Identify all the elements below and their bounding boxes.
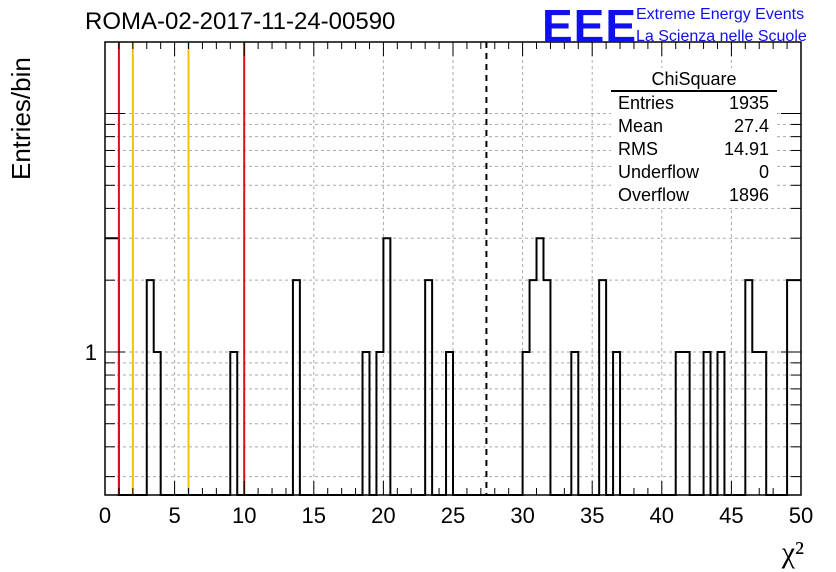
histogram-bin bbox=[383, 238, 390, 495]
histogram-bin bbox=[704, 352, 711, 495]
histogram-bin bbox=[787, 280, 794, 495]
x-tick-label: 50 bbox=[789, 503, 813, 528]
histogram-bin bbox=[446, 352, 453, 495]
stats-value: 27.4 bbox=[733, 116, 769, 136]
x-axis-label: χ² bbox=[781, 536, 804, 569]
y-axis-label: Entries/bin bbox=[6, 57, 36, 180]
histogram-bin bbox=[230, 352, 237, 495]
histogram-bin bbox=[530, 280, 537, 495]
x-tick-label: 25 bbox=[441, 503, 465, 528]
histogram-bin bbox=[599, 280, 606, 495]
stats-label: Mean bbox=[618, 116, 664, 136]
histogram-bin bbox=[425, 280, 432, 495]
histogram-bin bbox=[105, 238, 112, 495]
run-title: ROMA-02-2017-11-24-00590 bbox=[85, 8, 396, 35]
stats-title: ChiSquare bbox=[611, 68, 777, 92]
histogram-bin bbox=[147, 280, 154, 495]
histogram-bin bbox=[112, 238, 119, 495]
x-tick-label: 35 bbox=[580, 503, 604, 528]
y-tick-labels: 1 bbox=[85, 340, 97, 365]
histogram-bin bbox=[613, 352, 620, 495]
histogram-bin bbox=[293, 280, 300, 495]
stats-row-overflow: Overflow 1896 bbox=[611, 184, 777, 207]
stats-box: ChiSquare Entries 1935 Mean 27.4 RMS 14.… bbox=[611, 68, 777, 208]
logo-line-2: La Scienza nelle Scuole bbox=[636, 28, 807, 45]
eee-logo-mark: EEE bbox=[542, 0, 638, 52]
histogram-bin bbox=[676, 352, 683, 495]
stats-value: 1935 bbox=[728, 93, 769, 113]
y-tick-label: 1 bbox=[85, 340, 97, 365]
stats-value: 14.91 bbox=[723, 139, 769, 159]
histogram-bin bbox=[571, 352, 578, 495]
stats-label: RMS bbox=[618, 139, 658, 159]
x-tick-label: 15 bbox=[302, 503, 326, 528]
x-tick-label: 0 bbox=[99, 503, 111, 528]
stats-row-underflow: Underflow 0 bbox=[611, 161, 777, 184]
x-tick-label: 45 bbox=[719, 503, 743, 528]
plot-frame bbox=[104, 41, 802, 496]
stats-label: Entries bbox=[618, 93, 675, 113]
histogram-bin bbox=[752, 352, 759, 495]
histogram-bin bbox=[745, 280, 752, 495]
stats-row-mean: Mean 27.4 bbox=[611, 115, 777, 138]
histogram-bin bbox=[759, 352, 766, 495]
histogram-bin bbox=[543, 280, 550, 495]
histogram-bin bbox=[376, 352, 383, 495]
x-tick-label: 5 bbox=[168, 503, 180, 528]
stats-label: Underflow bbox=[618, 162, 700, 182]
logo-line-1: Extreme Energy Events bbox=[636, 6, 805, 23]
histogram-bin bbox=[154, 352, 161, 495]
histogram-bin bbox=[537, 238, 544, 495]
x-tick-label: 10 bbox=[232, 503, 256, 528]
stats-row-rms: RMS 14.91 bbox=[611, 138, 777, 161]
histogram-bin bbox=[794, 280, 801, 495]
x-tick-label: 40 bbox=[650, 503, 674, 528]
marker-lines bbox=[117, 42, 488, 495]
x-tick-label: 20 bbox=[371, 503, 395, 528]
stats-label: Overflow bbox=[618, 185, 690, 205]
histogram-bin bbox=[683, 352, 690, 495]
stats-value: 1896 bbox=[728, 185, 769, 205]
histogram-bin bbox=[363, 352, 370, 495]
histogram-bin bbox=[717, 352, 724, 495]
stats-value: 0 bbox=[758, 162, 769, 182]
x-tick-label: 30 bbox=[510, 503, 534, 528]
stats-row-entries: Entries 1935 bbox=[611, 92, 777, 115]
histogram-bin bbox=[523, 352, 530, 495]
x-tick-labels: 0 5 10 15 20 25 30 35 40 45 50 bbox=[99, 503, 813, 528]
